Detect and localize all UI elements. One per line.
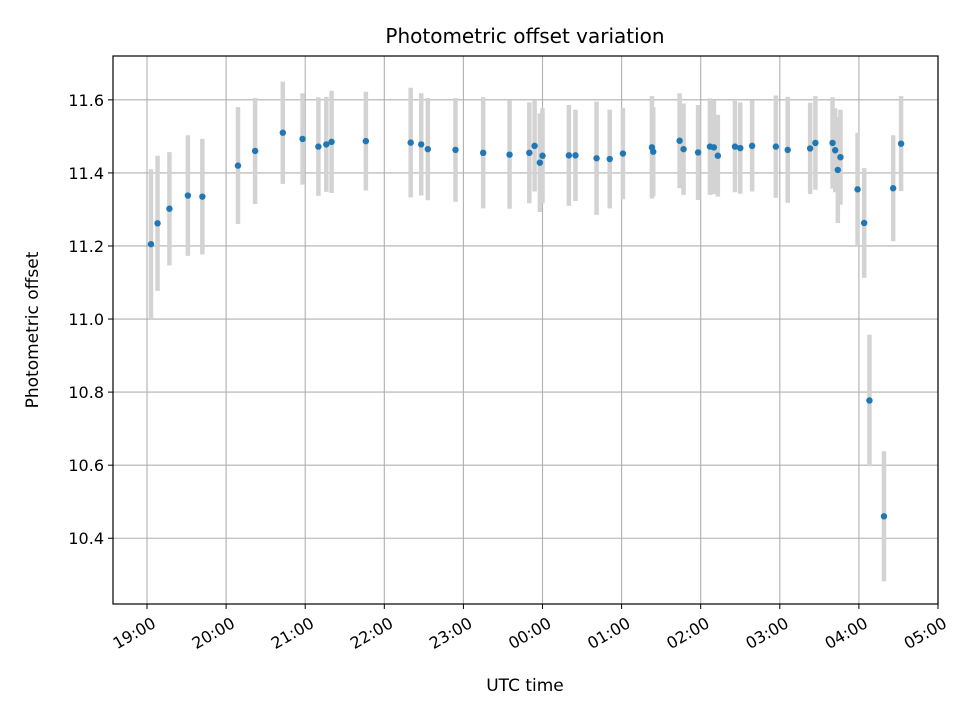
- data-point: [737, 144, 744, 152]
- data-point: [531, 142, 538, 150]
- x-tick-label: 01:00: [584, 613, 633, 653]
- data-point: [147, 240, 155, 248]
- error-bars: [148, 81, 904, 582]
- data-point: [418, 141, 425, 148]
- x-tick-label: 20:00: [189, 613, 238, 653]
- x-tick-label: 00:00: [505, 613, 554, 653]
- data-point: [166, 205, 173, 212]
- data-point: [506, 151, 513, 158]
- data-point: [806, 145, 814, 152]
- y-axis-title: Photometric offset: [23, 251, 43, 408]
- data-point: [889, 185, 897, 192]
- y-tick-label: 10.6: [68, 456, 104, 475]
- x-tick-label: 23:00: [426, 613, 475, 653]
- data-point: [606, 155, 613, 163]
- plot-frame: [112, 55, 939, 605]
- data-point: [315, 143, 322, 150]
- x-axis-title: UTC time: [486, 676, 564, 696]
- data-point: [680, 145, 687, 153]
- data-point: [251, 147, 259, 155]
- data-point: [234, 162, 242, 169]
- data-point: [829, 139, 836, 147]
- data-point: [299, 135, 306, 143]
- data-point: [784, 146, 791, 154]
- data-point: [536, 159, 544, 166]
- data-point: [479, 149, 487, 157]
- data-point: [407, 139, 414, 146]
- data-point: [676, 137, 683, 144]
- y-tick-label: 11.2: [68, 237, 104, 256]
- y-tick-label: 11.6: [68, 91, 104, 110]
- data-point: [362, 137, 370, 145]
- data-point: [199, 193, 206, 200]
- y-axis-ticks: 10.4 10.6 10.8 11.0 11.2 11.4 11.6: [68, 91, 113, 548]
- data-point: [323, 141, 330, 148]
- data-point: [837, 153, 844, 161]
- data-point: [279, 129, 286, 136]
- chart-title: Photometric offset variation: [385, 24, 664, 48]
- data-point: [593, 155, 600, 162]
- data-point: [714, 152, 722, 159]
- data-point: [748, 142, 756, 150]
- y-tick-label: 10.4: [68, 529, 104, 548]
- data-points: [147, 129, 905, 520]
- data-point: [328, 138, 335, 146]
- x-tick-label: 05:00: [901, 613, 950, 653]
- x-tick-label: 04:00: [821, 613, 870, 653]
- data-point: [834, 166, 842, 174]
- data-point: [650, 148, 657, 155]
- x-tick-label: 02:00: [663, 613, 712, 653]
- data-point: [572, 152, 579, 159]
- y-tick-label: 11.0: [68, 310, 104, 329]
- data-point: [539, 152, 546, 159]
- data-point: [772, 143, 780, 150]
- x-tick-label: 03:00: [742, 613, 791, 653]
- data-point: [154, 220, 161, 227]
- data-point: [854, 186, 861, 193]
- x-tick-label: 19:00: [110, 613, 159, 653]
- data-point: [866, 397, 873, 404]
- y-tick-label: 11.4: [68, 164, 104, 183]
- data-point: [694, 149, 702, 156]
- data-point: [831, 147, 839, 154]
- data-point: [452, 146, 459, 154]
- data-point: [812, 139, 819, 147]
- data-point: [710, 144, 718, 151]
- data-point: [619, 150, 627, 157]
- x-axis-ticks: 19:00 20:00 21:00 22:00 23:00 00:00 01:00 02:00…: [110, 604, 950, 653]
- data-point: [424, 145, 432, 153]
- data-point: [184, 192, 192, 199]
- x-tick-label: 21:00: [268, 613, 317, 653]
- data-point: [526, 149, 533, 157]
- y-tick-label: 10.8: [68, 383, 104, 402]
- data-point: [880, 513, 888, 520]
- x-tick-label: 22:00: [347, 613, 396, 653]
- data-point: [565, 152, 573, 159]
- data-point: [731, 143, 739, 150]
- data-point: [897, 140, 905, 147]
- data-point: [860, 219, 868, 227]
